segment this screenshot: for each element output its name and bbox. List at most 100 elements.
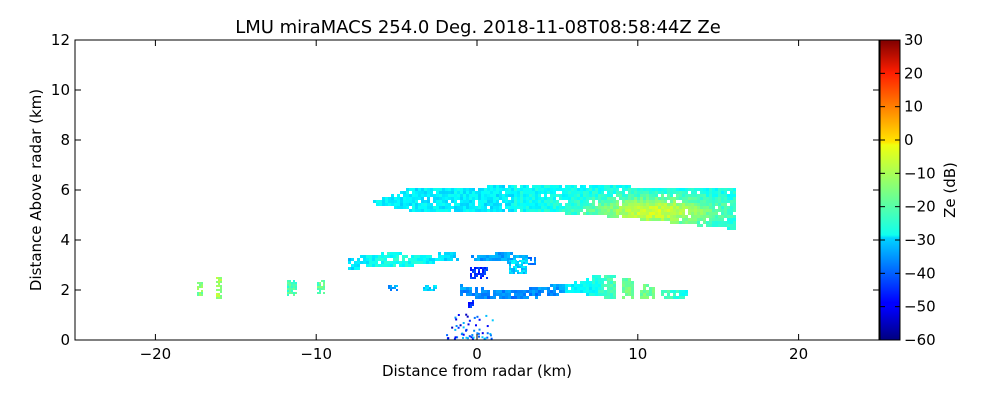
echo-cell (379, 200, 382, 203)
echo-cell (571, 290, 574, 293)
echo-cell (541, 185, 544, 188)
echo-cell (463, 290, 466, 293)
echo-cell (652, 188, 655, 191)
echo-cell (568, 203, 571, 206)
echo-cell (513, 268, 515, 270)
echo-cell (598, 197, 601, 200)
echo-cell (406, 197, 409, 200)
echo-cell (613, 281, 616, 284)
echo-cell (628, 284, 631, 287)
echo-cell (589, 281, 592, 284)
echo-cell (432, 258, 435, 261)
echo-cell (586, 284, 589, 287)
echo-cell (369, 255, 372, 258)
echo-cell (694, 203, 697, 206)
echo-cell (610, 278, 613, 281)
echo-cell (384, 258, 387, 261)
echo-cell (703, 194, 706, 197)
echo-cell (610, 200, 613, 203)
echo-cell (580, 191, 583, 194)
echo-cell (592, 278, 595, 281)
echo-cell (381, 258, 384, 261)
echo-cell (571, 197, 574, 200)
echo-cell (613, 284, 616, 287)
echo-cell (390, 287, 392, 289)
echo-cell (405, 264, 408, 267)
echo-cell (505, 293, 508, 296)
echo-cell (664, 215, 667, 218)
echo-cell (688, 209, 691, 212)
echo-cell (405, 261, 408, 264)
echo-cell (505, 200, 508, 203)
echo-cell (201, 294, 203, 296)
echo-cell (538, 206, 541, 209)
echo-cell (574, 188, 577, 191)
echo-cell (496, 194, 499, 197)
echo-cell (730, 194, 733, 197)
echo-cell (481, 206, 484, 209)
echo-cell (718, 191, 721, 194)
echo-cell (511, 206, 514, 209)
echo-cell (571, 185, 574, 188)
echo-cell (682, 200, 685, 203)
echo-cell (568, 209, 571, 212)
echo-cell (373, 200, 376, 203)
echo-cell (480, 277, 482, 279)
echo-cell (439, 203, 442, 206)
echo-cell (724, 209, 727, 212)
echo-cell (718, 197, 721, 200)
echo-cell (406, 191, 409, 194)
echo-cell (381, 252, 384, 255)
echo-cell (523, 185, 526, 188)
echo-cell (375, 255, 378, 258)
echo-cell (412, 209, 415, 212)
echo-cell (715, 224, 718, 227)
echo-cell (595, 284, 598, 287)
echo-cell (499, 194, 502, 197)
echo-cell (697, 206, 700, 209)
echo-cell (487, 209, 490, 212)
echo-cell (583, 185, 586, 188)
echo-cell (664, 206, 667, 209)
echo-cell (709, 191, 712, 194)
echo-cell (586, 191, 589, 194)
echo-cell (426, 255, 429, 258)
echo-cell (598, 191, 601, 194)
echo-cell (568, 191, 571, 194)
echo-cell (568, 200, 571, 203)
echo-cell (493, 194, 496, 197)
echo-cell (448, 203, 451, 206)
echo-cell (218, 289, 220, 291)
echo-cell (511, 268, 513, 270)
echo-cell (697, 221, 700, 224)
echo-cell (679, 188, 682, 191)
echo-cell (472, 336, 475, 339)
echo-cell (199, 282, 201, 284)
echo-cell (412, 200, 415, 203)
echo-cell (589, 290, 592, 293)
echo-cell (622, 185, 625, 188)
echo-cell (515, 264, 517, 266)
echo-cell (577, 287, 580, 290)
echo-cell (291, 282, 293, 284)
echo-cell (498, 258, 501, 261)
echo-cell (598, 203, 601, 206)
echo-cell (622, 281, 625, 284)
echo-cell (550, 197, 553, 200)
echo-cell (510, 258, 513, 261)
echo-cell (568, 212, 571, 215)
echo-cell (667, 188, 670, 191)
echo-cell (712, 197, 715, 200)
echo-cell (643, 194, 646, 197)
echo-cell (526, 197, 529, 200)
echo-cell (460, 206, 463, 209)
echo-cell (583, 203, 586, 206)
echo-cell (460, 209, 463, 212)
echo-cell (220, 291, 222, 293)
colorbar (879, 39, 901, 341)
echo-cell (670, 191, 673, 194)
echo-cell (583, 206, 586, 209)
echo-cell (547, 191, 550, 194)
echo-cell (530, 259, 532, 261)
echo-cell (598, 281, 601, 284)
